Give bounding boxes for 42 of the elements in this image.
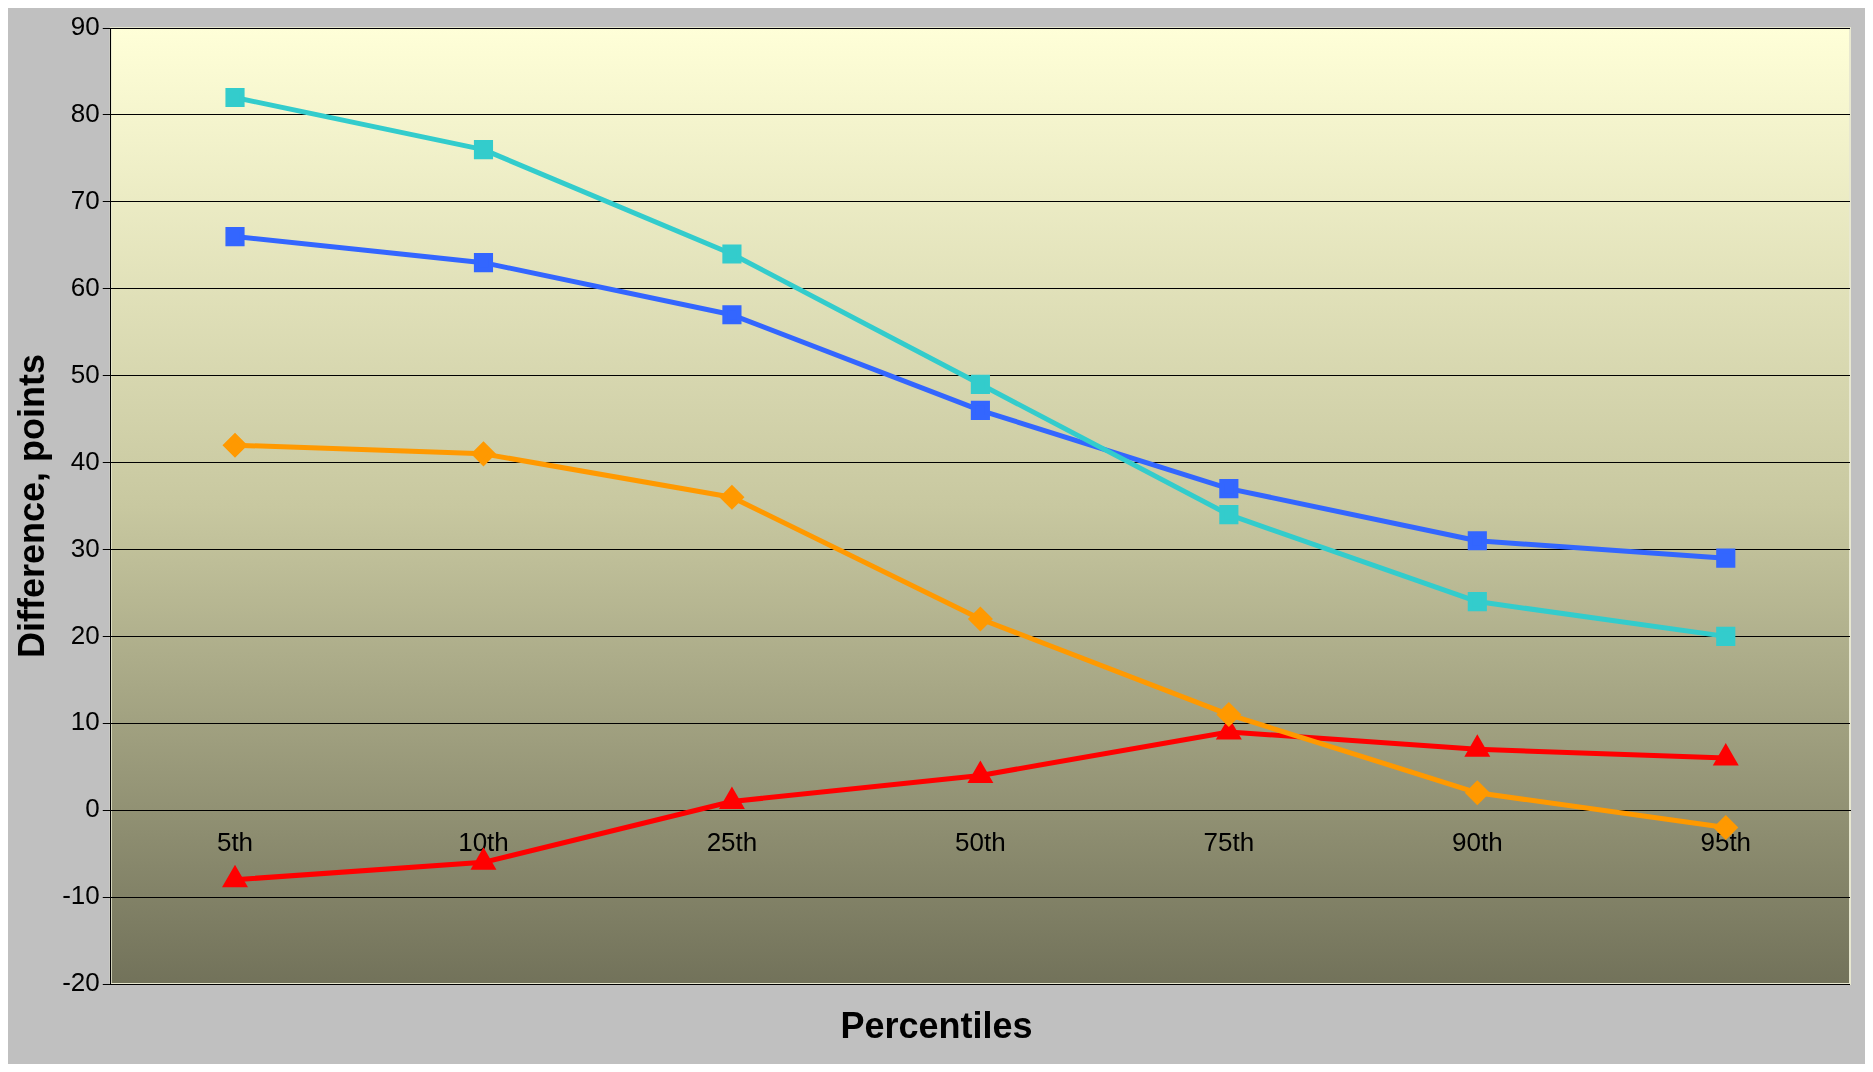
y-tick-label: 70 [70, 184, 100, 215]
point [1467, 592, 1487, 612]
point [1219, 505, 1239, 525]
point [968, 607, 992, 631]
y-tick-label: 30 [70, 532, 100, 563]
y-tick-label: 20 [70, 619, 100, 650]
x-tick-label: 95th [1700, 826, 1752, 857]
point [1219, 479, 1239, 499]
y-tick-label: 90 [70, 11, 100, 42]
y-tick-label: 40 [70, 445, 100, 476]
y-tick-label: 10 [70, 706, 100, 737]
point [1716, 548, 1736, 568]
x-tick-label: 5th [216, 826, 254, 857]
y-tick-label: 50 [70, 358, 100, 389]
point [225, 87, 245, 108]
point [1716, 626, 1736, 646]
point [1467, 531, 1487, 551]
y-tick-label: 80 [70, 98, 100, 129]
point [1465, 781, 1489, 805]
point [720, 485, 744, 509]
point [471, 442, 495, 466]
point [970, 400, 990, 420]
x-tick-label: 75th [1203, 826, 1255, 857]
point [473, 253, 494, 273]
y-tick-label: 0 [85, 793, 100, 824]
y-axis-title: Difference, points [10, 353, 52, 659]
x-tick-label: 25th [706, 826, 758, 857]
x-tick-label: 50th [955, 826, 1006, 857]
y-tick-label: 60 [70, 271, 100, 302]
point [225, 227, 245, 247]
point [722, 305, 742, 325]
x-tick-label: 10th [458, 826, 509, 857]
point [1217, 703, 1241, 727]
y-tick-label: -10 [62, 880, 100, 911]
x-tick-label: 90th [1452, 826, 1503, 857]
point [223, 867, 247, 888]
point [473, 140, 494, 160]
point [223, 433, 247, 457]
y-tick-label: -20 [62, 967, 100, 998]
point [970, 374, 990, 394]
x-axis-title: Percentiles [839, 1005, 1034, 1047]
point [722, 244, 742, 264]
